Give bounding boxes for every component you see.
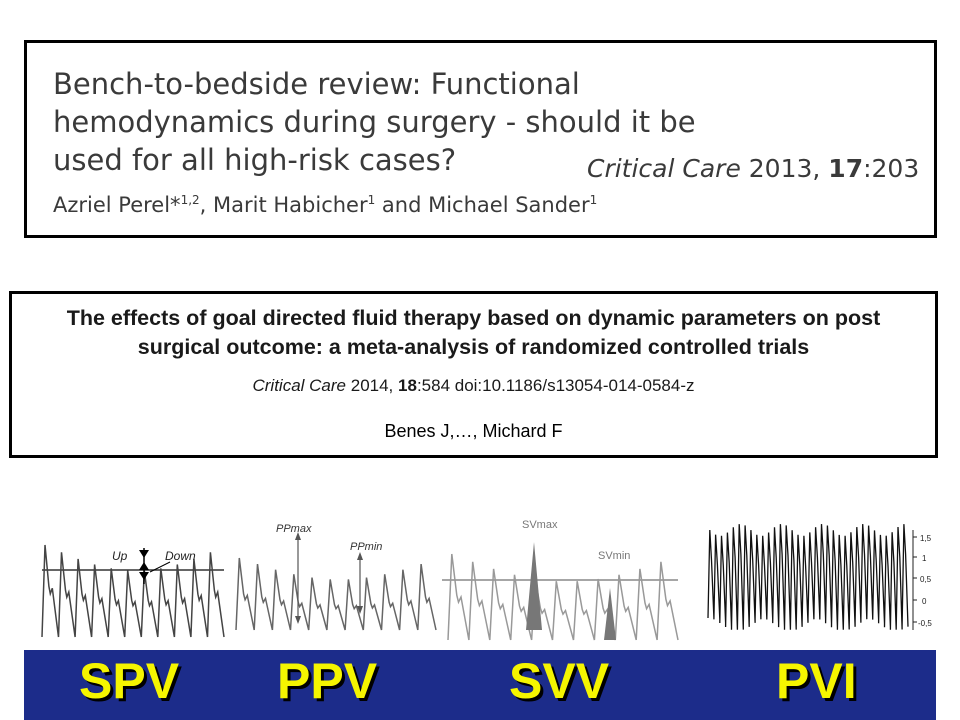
paper-1-box: Bench-to-bedside review: Functional hemo… (24, 40, 937, 238)
paper-2-citation: Critical Care 2014, 18:584 doi:10.1186/s… (12, 376, 935, 396)
paper-2-journal-name: Critical Care (252, 376, 347, 395)
spv-waveform: Up Down (41, 544, 225, 638)
spv-down-label: Down (165, 549, 196, 563)
label-ppv: PPV (277, 653, 378, 709)
paper-2-title: The effects of goal directed fluid thera… (12, 304, 935, 362)
paper-2-year: 2014, (346, 376, 399, 395)
pvi-waveform: 1,5 1 0,5 0 -0,5 (706, 492, 938, 652)
author-name: , Marit Habicher (199, 193, 368, 217)
svv-min-label: SVmin (598, 550, 630, 562)
paper-2-title-line-2: surgical outcome: a meta-analysis of ran… (137, 335, 810, 359)
label-pvi: PVI (776, 653, 857, 709)
paper-2-authors: Benes J,…, Michard F (384, 421, 563, 441)
paper-2-box: The effects of goal directed fluid thera… (9, 291, 938, 458)
author-affiliation: 1 (589, 193, 598, 207)
label-svv: SVV (509, 653, 610, 709)
svv-max-label: SVmax (522, 519, 558, 531)
paper-1-volume: 17 (828, 154, 864, 183)
pvi-tick-label: -0,5 (918, 619, 932, 628)
pvi-tick-label: 1,5 (920, 534, 932, 543)
paper-2-volume: 18 (398, 376, 417, 395)
ppv-min-label: PPmin (350, 541, 382, 553)
paper-1-title: Bench-to-bedside review: Functional hemo… (53, 67, 696, 177)
author-affiliation: 1 (367, 193, 376, 207)
author-name: and Michael Sander (375, 193, 590, 217)
paper-1-year: 2013, (740, 154, 829, 183)
pvi-tick-label: 1 (922, 554, 927, 563)
ppv-max-label: PPmax (276, 523, 312, 535)
waveform-panels: Up Down PPmax PPmin SVmax SVmin 1,5 1 0,… (41, 492, 938, 652)
author-name: Azriel Perel* (53, 193, 181, 217)
paper-2-title-line-1: The effects of goal directed fluid thera… (66, 306, 881, 330)
paper-1-journal-name: Critical Care (587, 154, 741, 183)
paper-2-doi: :584 doi:10.1186/s13054-014-0584-z (416, 376, 695, 395)
ppv-waveform: PPmax PPmin (235, 523, 437, 631)
spv-up-label: Up (112, 549, 128, 563)
author-affiliation: 1,2 (180, 193, 200, 207)
parameter-label-bar: SPV PPV SVV PVI (24, 650, 936, 720)
paper-1-authors: Azriel Perel*1,2, Marit Habicher1 and Mi… (53, 193, 597, 217)
paper-1-article: :203 (863, 154, 920, 183)
paper-1-journal: Critical Care 2013, 17:203 (587, 154, 919, 183)
pvi-tick-label: 0,5 (920, 575, 932, 584)
label-spv: SPV (79, 653, 180, 709)
svv-waveform: SVmax SVmin (442, 519, 679, 641)
pvi-tick-label: 0 (922, 597, 927, 606)
